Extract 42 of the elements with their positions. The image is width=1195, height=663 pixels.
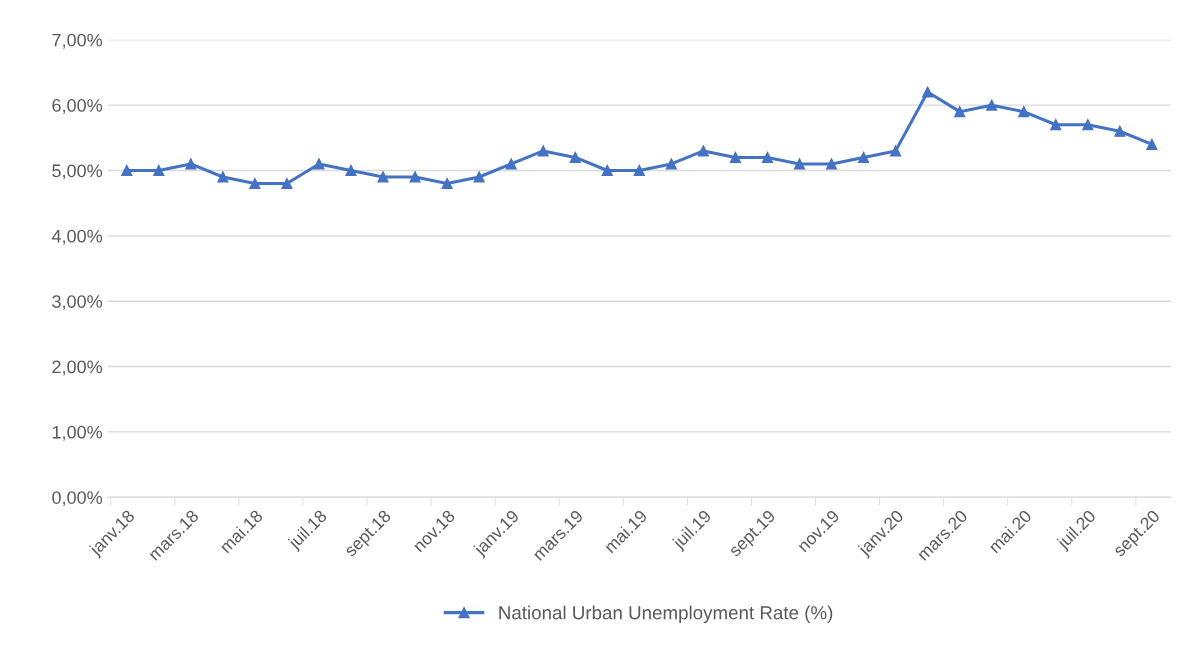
point bbox=[1050, 119, 1062, 131]
point bbox=[1082, 119, 1094, 131]
point bbox=[890, 145, 902, 157]
point bbox=[697, 145, 709, 157]
legend-label: National Urban Unemployment Rate (%) bbox=[499, 605, 833, 624]
y-tick-label: 3,00% bbox=[52, 295, 103, 311]
point bbox=[313, 158, 325, 170]
point bbox=[217, 171, 229, 183]
point bbox=[505, 158, 517, 170]
point bbox=[569, 151, 581, 163]
point bbox=[281, 178, 293, 190]
point bbox=[1018, 106, 1030, 118]
y-tick-label: 7,00% bbox=[52, 33, 103, 49]
y-tick-label: 0,00% bbox=[52, 491, 103, 507]
point bbox=[249, 178, 261, 190]
point bbox=[954, 106, 966, 118]
point bbox=[922, 86, 934, 98]
point bbox=[153, 164, 165, 177]
y-tick-label: 4,00% bbox=[51, 229, 103, 245]
point bbox=[793, 158, 806, 170]
point bbox=[185, 158, 197, 170]
point bbox=[858, 151, 870, 163]
point bbox=[1114, 125, 1126, 137]
point bbox=[633, 164, 645, 177]
point bbox=[729, 151, 741, 163]
point bbox=[377, 171, 389, 183]
point bbox=[761, 151, 774, 163]
point bbox=[121, 164, 133, 177]
point bbox=[473, 171, 485, 183]
point bbox=[409, 171, 421, 183]
y-tick-label: 1,00% bbox=[52, 425, 103, 441]
point bbox=[441, 178, 453, 190]
point bbox=[986, 99, 998, 111]
point bbox=[825, 158, 838, 170]
point bbox=[601, 164, 613, 177]
y-tick-label: 5,00% bbox=[52, 164, 103, 180]
y-tick-label: 6,00% bbox=[52, 99, 103, 114]
point bbox=[537, 145, 549, 157]
point bbox=[665, 158, 677, 170]
y-tick-label: 2,00% bbox=[52, 360, 103, 376]
point bbox=[345, 164, 357, 177]
point bbox=[1146, 138, 1158, 150]
